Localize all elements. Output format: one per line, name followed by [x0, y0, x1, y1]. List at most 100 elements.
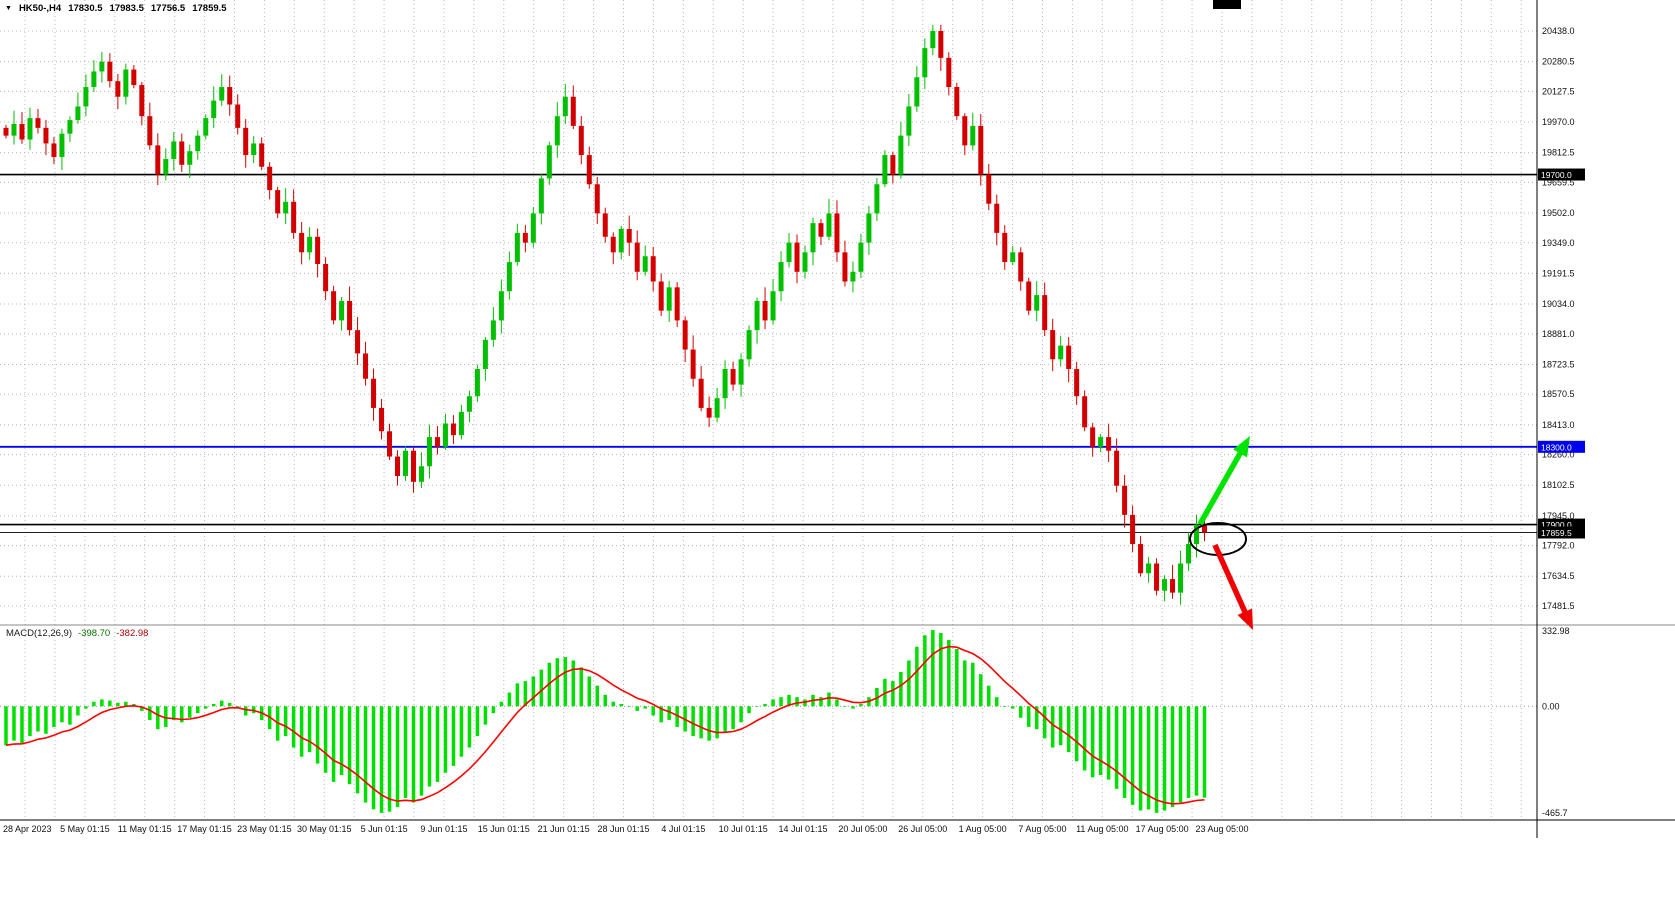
macd-bar [68, 706, 72, 725]
candle-body [754, 300, 760, 331]
quote-low: 17756.5 [150, 3, 186, 14]
candle-body [1122, 485, 1128, 515]
candle [75, 92, 81, 124]
macd-bar [1090, 706, 1095, 778]
candle [1082, 390, 1088, 432]
chart-title: ▼ HK50-,H4 17830.5 17983.5 17756.5 17859… [5, 3, 227, 14]
candle [1114, 438, 1120, 493]
candle-body [11, 123, 17, 136]
candle-body [139, 85, 145, 117]
candle [187, 144, 193, 179]
price-tick-label: 19034.0 [1542, 299, 1575, 309]
candle [442, 413, 448, 450]
candle [379, 398, 385, 440]
candle [251, 136, 257, 164]
price-tick-label: 18102.5 [1542, 480, 1575, 490]
macd-bar [371, 706, 376, 810]
candle [802, 245, 808, 279]
candle [91, 60, 97, 93]
candle-body [450, 423, 456, 436]
candle [834, 200, 840, 262]
candle [978, 114, 984, 186]
candle-body [323, 263, 329, 292]
candle [522, 225, 528, 253]
trend-down-arrow[interactable] [1212, 543, 1253, 630]
price-tick-label: 18570.5 [1542, 389, 1575, 399]
macd-bar [283, 706, 288, 737]
candle-body [866, 213, 872, 243]
macd-bar [651, 706, 655, 716]
candle [938, 24, 944, 71]
price-tag-bg [1538, 440, 1585, 453]
price-tag-19700.0: 19700.0 [1538, 168, 1585, 181]
macd-bar [1010, 706, 1015, 709]
candle [570, 85, 576, 130]
macd-bar [1066, 706, 1071, 753]
macd-bar [699, 706, 703, 739]
macd-bar [739, 706, 743, 723]
candle [482, 336, 488, 381]
price-tick-label: 17481.5 [1542, 601, 1575, 611]
chart-shift-marker[interactable] [1213, 0, 1241, 9]
candle-body [211, 100, 217, 119]
price-tag-text: 19700.0 [1541, 170, 1572, 180]
candle-body [1018, 252, 1024, 282]
macd-bar [108, 700, 112, 707]
candle [1178, 550, 1184, 605]
candle [115, 73, 121, 110]
candle-body [355, 330, 361, 354]
candle [954, 82, 960, 120]
trend-up-arrow[interactable] [1197, 436, 1250, 526]
candle-body [586, 155, 592, 185]
candle [994, 194, 1000, 246]
macd-bar [76, 706, 80, 716]
candle [307, 227, 313, 260]
macd-bar [1058, 706, 1063, 746]
macd-bar [1202, 706, 1207, 798]
candle [1170, 564, 1176, 599]
candle-body [299, 232, 305, 253]
macd-bar [1178, 706, 1183, 803]
candle [67, 116, 73, 143]
candle [962, 113, 968, 156]
price-tick-label: 18723.5 [1542, 359, 1575, 369]
candle [882, 150, 888, 188]
price-tick-label: 19970.0 [1542, 117, 1575, 127]
candle [1122, 475, 1128, 528]
macd-bar [451, 706, 456, 766]
candle [690, 335, 696, 387]
candle [275, 186, 281, 219]
macd-bar [443, 706, 448, 773]
macd-bar [1074, 706, 1079, 762]
macd-scale-label: -465.7 [1542, 808, 1568, 818]
quote-close: 17859.5 [192, 3, 227, 14]
macd-bar [339, 706, 344, 776]
macd-bar [675, 706, 679, 727]
candle-body [690, 349, 696, 379]
candle-body [387, 431, 393, 457]
macd-bar [907, 660, 911, 707]
candle [666, 280, 672, 322]
candle-body [1090, 427, 1096, 447]
candle [786, 233, 792, 268]
candle [1098, 433, 1104, 453]
candle-body [722, 369, 728, 399]
macd-bar [827, 692, 831, 707]
macd-bar [1162, 706, 1167, 811]
macd-bar [499, 701, 504, 707]
candle [946, 52, 952, 96]
macd-bar [667, 706, 671, 721]
candle-body [786, 242, 792, 263]
trend-up-arrow-head [1233, 436, 1250, 458]
price-tick-label: 19191.5 [1542, 268, 1575, 278]
macd-bar [124, 701, 128, 707]
candle-body [578, 125, 584, 156]
macd-bar [899, 671, 903, 707]
macd-bar [891, 681, 895, 707]
candle [858, 233, 864, 278]
symbol-dropdown-icon[interactable]: ▼ [5, 5, 12, 12]
macd-bar [196, 706, 200, 714]
candle [626, 215, 632, 256]
candle [371, 368, 377, 421]
